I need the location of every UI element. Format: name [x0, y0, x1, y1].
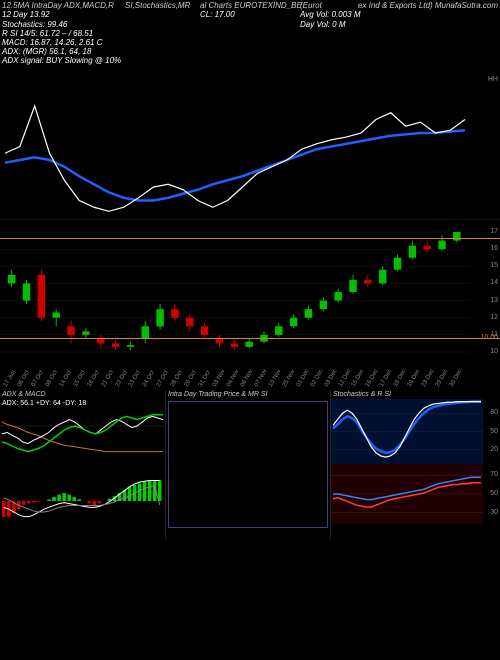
adx-panel-title: ADX & MACD — [0, 390, 165, 399]
date-tick: 12 Dec — [337, 369, 352, 388]
date-tick: 03 Nov — [212, 369, 227, 388]
macd-value: MACD: 16.87, 14.26, 2.61 C — [2, 38, 103, 47]
adx-signal-value: ADX signal: BUY Slowing @ 10% — [2, 56, 121, 65]
date-tick: 06 Oct — [17, 370, 31, 388]
date-tick: 23 Dec — [421, 369, 436, 388]
adx-value: ADX: (MGR) 56.1, 64, 18 — [2, 47, 91, 56]
date-tick: 08 Oct — [45, 370, 59, 388]
date-tick: 10 Nov — [268, 369, 283, 388]
stoch-panel-title: Stochastics & R SI — [331, 390, 500, 399]
close-value: CL: 17.00 — [200, 10, 235, 19]
date-tick: 18 Dec — [393, 369, 408, 388]
stochastics-rsi-panel: Stochastics & R SI 805020 705030 — [331, 390, 500, 540]
header-tag: (Eurot — [300, 1, 322, 10]
date-tick: 04 Nov — [226, 369, 241, 388]
avg-vol-label: Avg Vol: 0.003 M — [300, 10, 360, 19]
date-tick: 15 Dec — [351, 369, 366, 388]
rsi-value: R SI 14/5: 61.72 – / 68.51 — [2, 29, 93, 38]
main-moving-average-chart: HH — [0, 74, 500, 219]
date-tick: 27 Oct — [156, 370, 170, 388]
date-tick: 07 Oct — [31, 370, 45, 388]
date-tick: 25 Nov — [282, 369, 297, 388]
date-tick: 29 Oct — [184, 370, 198, 388]
indicator-panels-row: ADX & MACD ADX: 56.1 +DY: 64 -DY: 18 Int… — [0, 390, 500, 540]
date-tick: 03 Dec — [323, 369, 338, 388]
header-source: ex Ind & Exports Ltd) MunafaSutra.com — [358, 1, 498, 10]
candlestick-chart: 10.00 1716151413121110 — [0, 219, 500, 360]
header-indicator-list-1: 12.5MA IntraDay ADX,MACD,R — [2, 1, 114, 10]
date-tick: 06 Nov — [240, 369, 255, 388]
date-axis: 17 Jun06 Oct07 Oct08 Oct14 Oct15 Oct16 O… — [0, 360, 500, 390]
date-tick: 07 Nov — [254, 369, 269, 388]
date-tick: 16 Oct — [86, 370, 100, 388]
adx-panel-subtitle: ADX: 56.1 +DY: 64 -DY: 18 — [0, 399, 165, 408]
intraday-panel: Intra Day Trading Price & MR SI — [166, 390, 331, 540]
header-indicator-list-2: SI,Stochastics,MR — [125, 1, 190, 10]
date-tick: 23 Oct — [128, 370, 142, 388]
date-tick: 28 Oct — [170, 370, 184, 388]
date-tick: 19 Dec — [407, 369, 422, 388]
day-vol-label: Day Vol: 0 M — [300, 20, 346, 29]
intraday-panel-title: Intra Day Trading Price & MR SI — [166, 390, 330, 399]
date-tick: 16 Dec — [365, 369, 380, 388]
hh-label: HH — [488, 76, 498, 83]
resistance-line — [0, 238, 500, 239]
date-tick: 15 Oct — [72, 370, 86, 388]
chart-header: 12.5MA IntraDay ADX,MACD,R SI,Stochastic… — [0, 0, 500, 59]
date-tick: 17 Dec — [379, 369, 394, 388]
stochastics-value: Stochastics: 99.46 — [2, 20, 67, 29]
date-tick: 22 Oct — [114, 370, 128, 388]
date-tick: 24 Oct — [142, 370, 156, 388]
ma-value: 12 Day 13.92 — [2, 10, 50, 19]
date-tick: 21 Oct — [100, 370, 114, 388]
intraday-empty-box — [168, 401, 328, 528]
adx-macd-panel: ADX & MACD ADX: 56.1 +DY: 64 -DY: 18 — [0, 390, 166, 540]
date-tick: 01 Dec — [296, 369, 311, 388]
date-tick: 17 Jun — [3, 369, 17, 388]
date-tick: 02 Dec — [309, 369, 324, 388]
support-line — [0, 338, 500, 339]
date-tick: 30 Dec — [449, 369, 464, 388]
date-tick: 29 Dec — [435, 369, 450, 388]
header-symbol: al Charts EUROTEXIND_BE — [200, 1, 302, 10]
date-tick: 14 Oct — [59, 370, 73, 388]
date-tick: 31 Oct — [198, 370, 212, 388]
